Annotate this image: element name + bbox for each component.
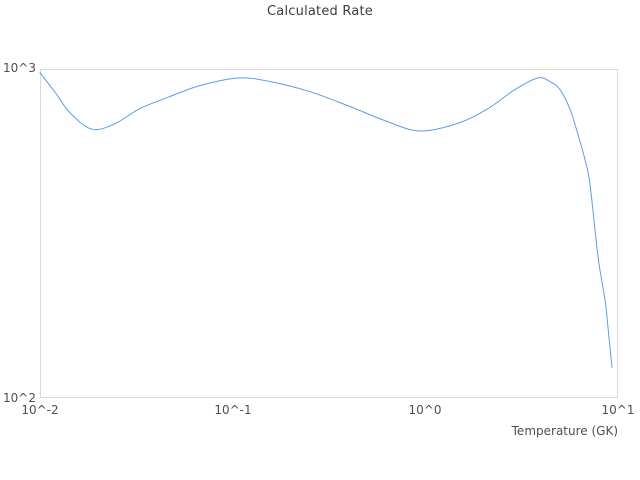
y-tick-label-1e3: 10^3 (3, 61, 36, 75)
x-tick-label-1e-2: 10^-2 (21, 403, 59, 417)
x-axis-title: Temperature (GK) (511, 424, 618, 438)
y-tick-label-1e2: 10^2 (3, 391, 36, 405)
plot-area (40, 69, 618, 398)
x-tick-label-1e1: 10^1 (601, 403, 635, 417)
chart-title: Calculated Rate (267, 4, 373, 19)
x-tick-label-1e0: 10^0 (408, 403, 442, 417)
x-tick-label-1e-1: 10^-1 (214, 403, 252, 417)
